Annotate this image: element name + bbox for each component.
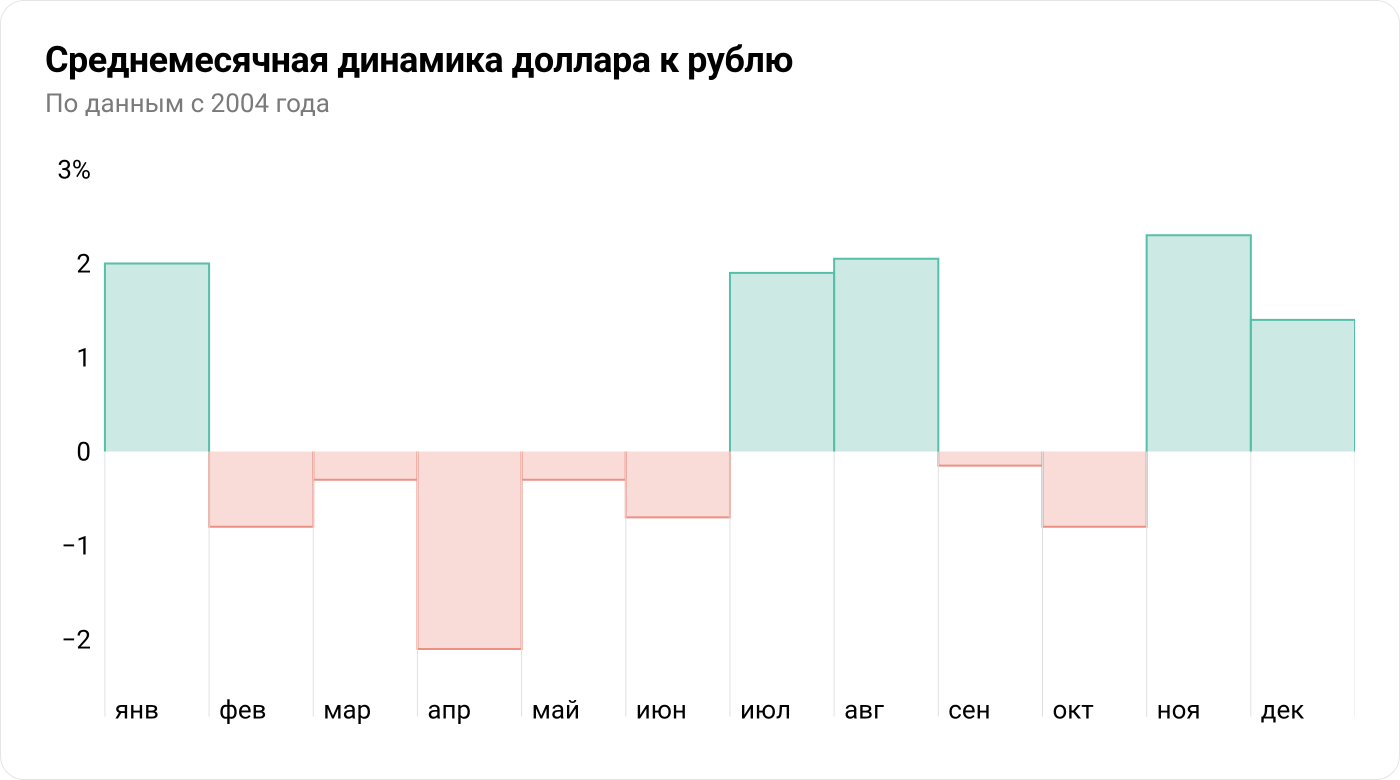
- chart-title: Среднемесячная динамика доллара к рублю: [45, 39, 1355, 81]
- y-tick-label: −2: [61, 626, 90, 656]
- x-tick-label: ноя: [1157, 696, 1201, 726]
- x-tick-label: апр: [427, 696, 471, 726]
- x-tick-label: окт: [1052, 696, 1093, 726]
- y-tick-label: 1: [76, 343, 91, 373]
- x-tick-label: июл: [740, 696, 791, 726]
- x-tick-label: фев: [219, 696, 266, 726]
- x-tick-label: май: [532, 696, 580, 726]
- chart-subtitle: По данным с 2004 года: [45, 89, 1355, 119]
- x-tick-label: мар: [323, 696, 371, 726]
- x-tick-label: авг: [844, 696, 884, 726]
- x-tick-label: июн: [636, 696, 687, 726]
- chart-area: 3% 2 1 0 −1 −2 янв фев мар апр май июн июл авг сен окт н…: [45, 139, 1355, 729]
- negative-bars-fill: [209, 452, 1147, 649]
- bar-chart: 3% 2 1 0 −1 −2 янв фев мар апр май июн июл авг сен окт н…: [45, 139, 1355, 729]
- x-tick-label: сен: [948, 696, 990, 726]
- y-tick-label: −1: [61, 532, 90, 562]
- y-tick-label: 3%: [57, 155, 91, 185]
- x-tick-label: дек: [1261, 696, 1304, 726]
- chart-card: Среднемесячная динамика доллара к рублю …: [0, 0, 1400, 780]
- y-tick-label: 2: [76, 249, 91, 279]
- y-tick-label: 0: [76, 438, 91, 468]
- x-tick-label: янв: [115, 696, 159, 726]
